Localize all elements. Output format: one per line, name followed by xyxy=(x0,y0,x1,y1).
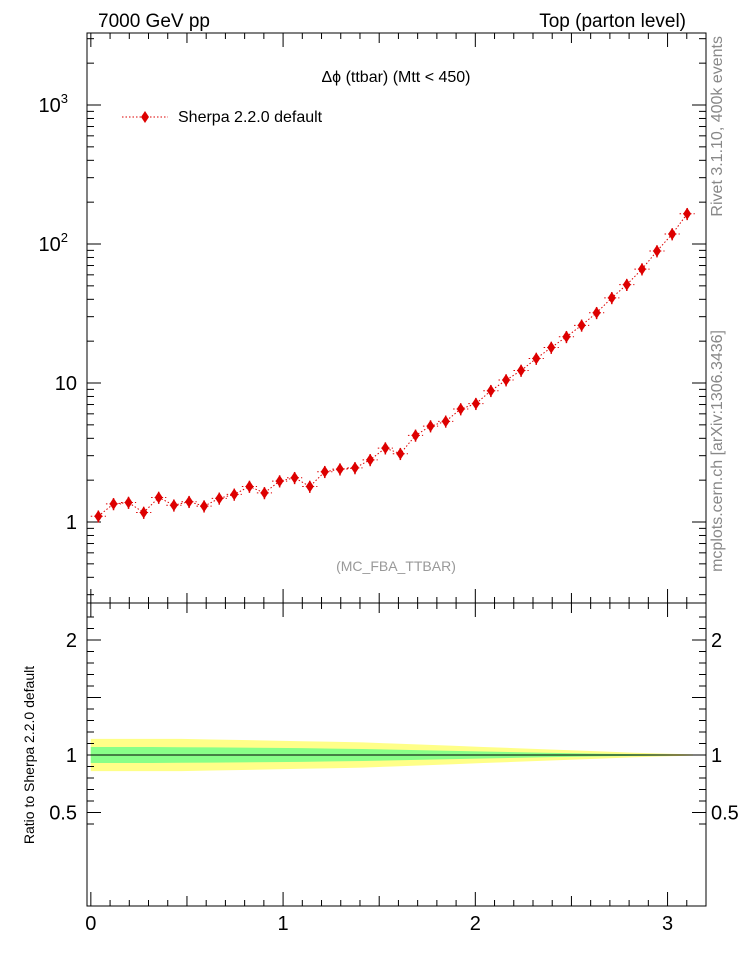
data-point xyxy=(486,384,495,397)
data-point xyxy=(637,263,646,276)
mcplots-label: mcplots.cern.ch [arXiv:1306.3436] xyxy=(709,330,726,572)
data-point xyxy=(683,207,692,220)
data-point xyxy=(275,475,284,488)
data-point xyxy=(517,364,526,377)
rivet-label: Rivet 3.1.10, 400k events xyxy=(709,36,726,217)
x-tick-label: 1 xyxy=(278,913,289,935)
data-point xyxy=(320,465,329,478)
x-tick-label: 2 xyxy=(470,913,481,935)
data-point xyxy=(124,496,133,509)
data-point xyxy=(607,291,616,304)
ratio-ylabel: Ratio to Sherpa 2.2.0 default xyxy=(21,666,37,844)
data-point xyxy=(260,486,269,499)
data-point xyxy=(200,500,209,513)
data-point xyxy=(109,497,118,510)
data-point xyxy=(381,442,390,455)
data-point xyxy=(185,495,194,508)
x-tick-label: 3 xyxy=(662,913,673,935)
data-point xyxy=(532,352,541,365)
y-tick-label: 102 xyxy=(39,230,68,256)
data-point xyxy=(426,420,435,433)
data-point xyxy=(139,506,148,519)
main-panel: Δϕ (ttbar) (Mtt < 450) (MC_FBA_TTBAR) 10… xyxy=(39,32,707,604)
data-point xyxy=(290,471,299,484)
data-point xyxy=(350,461,359,474)
data-point xyxy=(577,319,586,332)
ratio-y-label: 1 xyxy=(66,745,77,767)
y-tick-label: 103 xyxy=(39,91,68,117)
data-point xyxy=(411,429,420,442)
data-point xyxy=(562,330,571,343)
data-point xyxy=(154,491,163,504)
watermark: (MC_FBA_TTBAR) xyxy=(336,558,456,574)
data-point xyxy=(668,228,677,241)
ratio-y-label: 2 xyxy=(66,630,77,652)
ratio-frame xyxy=(86,602,707,907)
data-point xyxy=(502,374,511,387)
data-point xyxy=(305,480,314,493)
data-point xyxy=(169,499,178,512)
x-tick-label: 0 xyxy=(85,913,96,935)
data-point xyxy=(547,341,556,354)
legend-label: Sherpa 2.2.0 default xyxy=(178,109,323,126)
data-point xyxy=(441,415,450,428)
data-point xyxy=(592,306,601,319)
data-point xyxy=(245,480,254,493)
data-point xyxy=(471,397,480,410)
main-title: Δϕ (ttbar) (Mtt < 450) xyxy=(321,69,470,86)
data-point xyxy=(94,510,103,523)
data-point xyxy=(396,447,405,460)
data-point xyxy=(335,463,344,476)
data-point xyxy=(622,278,631,291)
y-tick-label: 10 xyxy=(55,373,77,395)
ratio-y-label: 0.5 xyxy=(49,803,77,825)
data-point xyxy=(456,403,465,416)
legend: Sherpa 2.2.0 default xyxy=(122,109,323,126)
ratio-panel: 0.5 0.5 1 1 2 2 0 1 2 3 Ratio to Sherpa 2.2.0 def… xyxy=(21,602,739,935)
data-point xyxy=(230,488,239,501)
data-point xyxy=(215,492,224,505)
data-point xyxy=(366,453,375,466)
series-line xyxy=(97,213,688,517)
data-point xyxy=(652,245,661,258)
header-left: 7000 GeV pp xyxy=(98,11,210,32)
ratio-y-label-right: 2 xyxy=(711,630,722,652)
ratio-y-label-right: 0.5 xyxy=(711,803,739,825)
ratio-y-label-right: 1 xyxy=(711,745,722,767)
header-right: Top (parton level) xyxy=(539,11,686,32)
legend-marker xyxy=(141,111,149,123)
y-tick-label: 1 xyxy=(66,512,77,534)
